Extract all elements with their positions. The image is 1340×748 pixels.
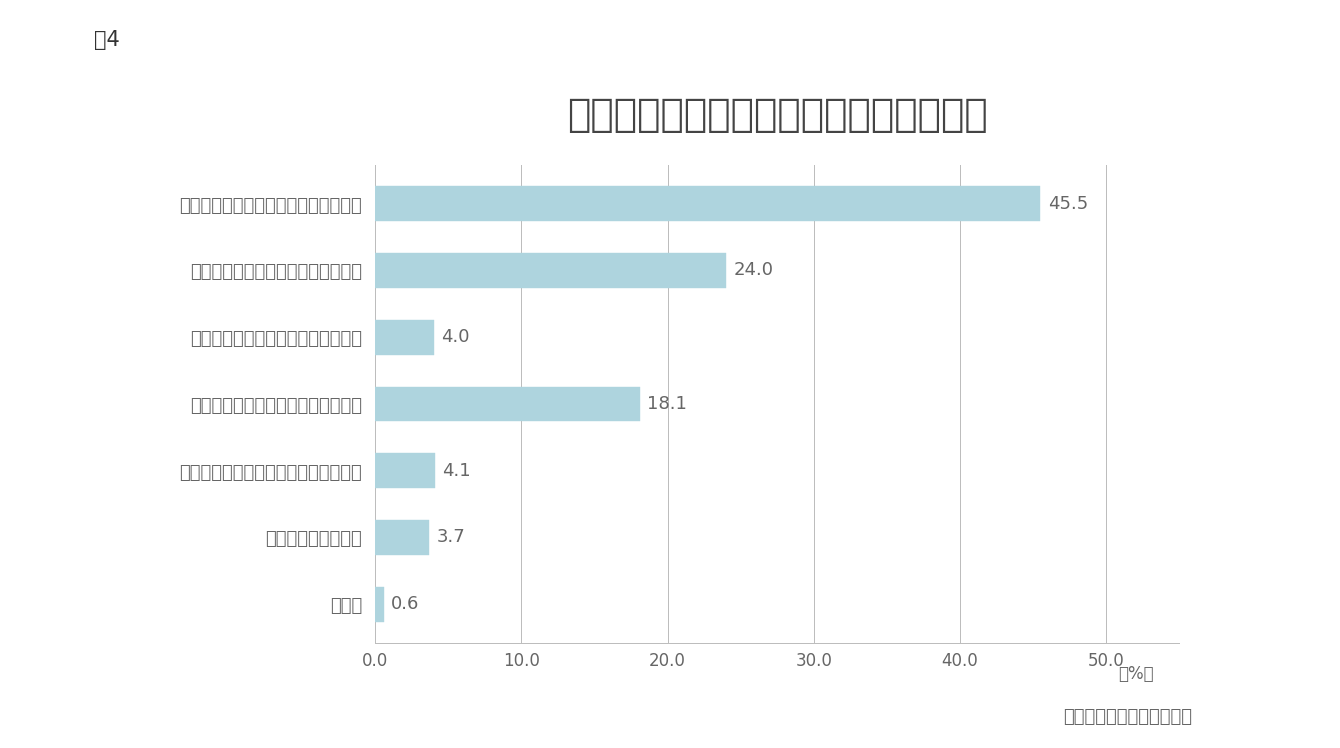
Bar	[375, 520, 429, 555]
Bar	[375, 587, 385, 622]
Text: 3.7: 3.7	[437, 528, 465, 547]
Text: 棒状（電子体温計）の場合: 棒状（電子体温計）の場合	[1064, 708, 1193, 726]
Text: 0.6: 0.6	[391, 595, 419, 613]
Bar	[375, 186, 1040, 221]
Bar	[375, 320, 434, 355]
Bar	[375, 387, 639, 421]
Text: 45.5: 45.5	[1048, 194, 1088, 212]
Bar	[375, 253, 726, 288]
Title: アンケートによる体温計の清浄のしかた: アンケートによる体温計の清浄のしかた	[567, 96, 988, 134]
Text: 4.1: 4.1	[442, 462, 472, 479]
Text: （%）: （%）	[1118, 665, 1154, 683]
Text: 18.1: 18.1	[647, 395, 687, 413]
Bar	[375, 453, 436, 488]
Text: 図4: 図4	[94, 30, 119, 50]
Text: 24.0: 24.0	[733, 261, 773, 280]
Text: 4.0: 4.0	[441, 328, 469, 346]
